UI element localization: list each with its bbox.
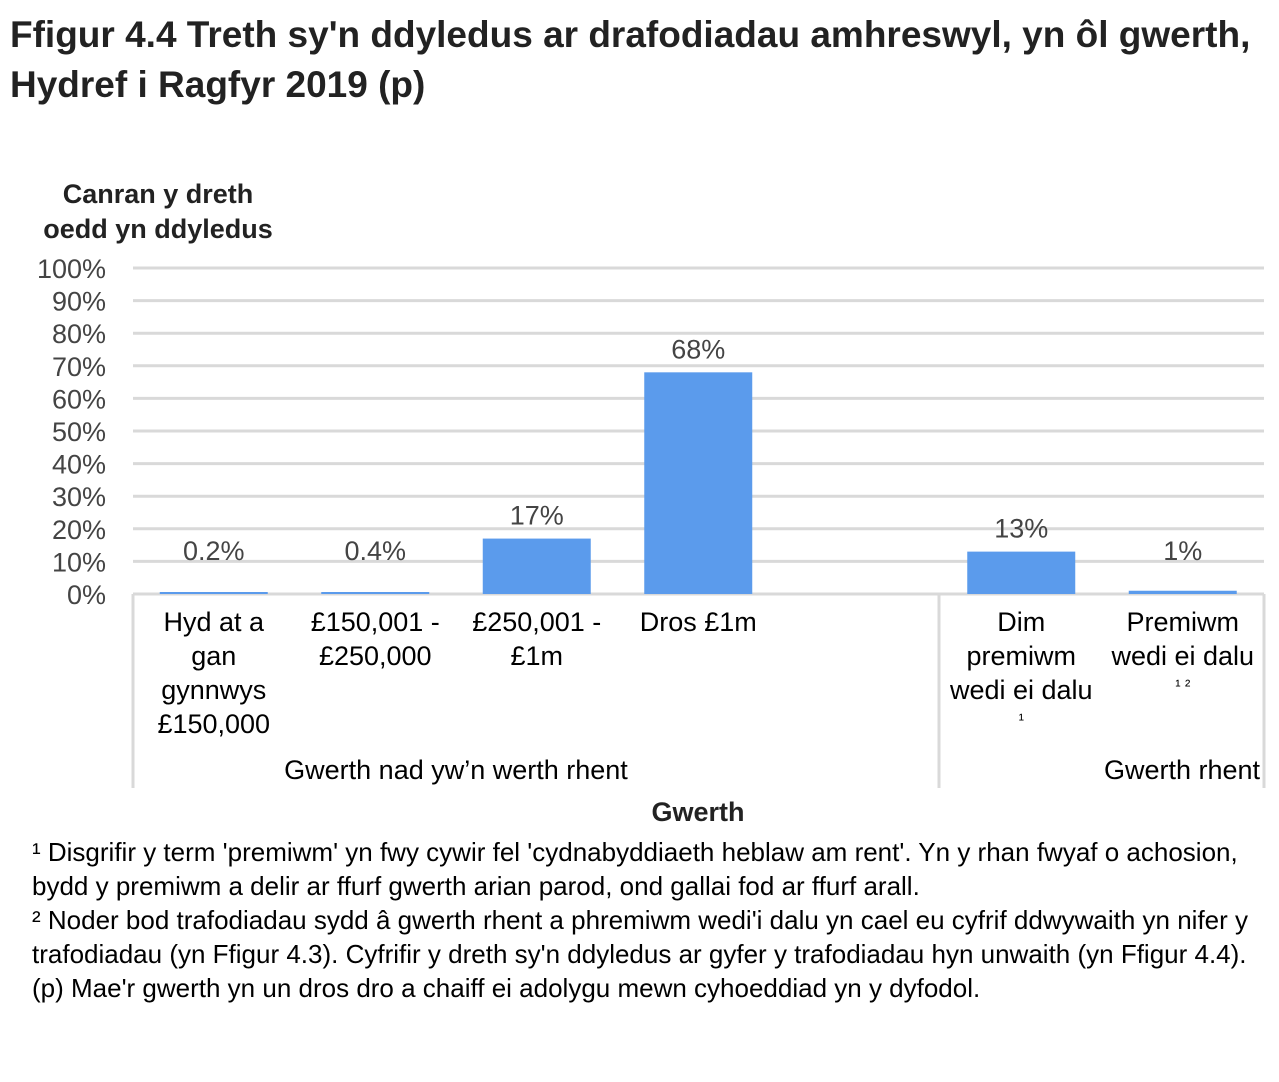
data-label: 0.4%: [344, 536, 406, 566]
y-tick-label: 10%: [52, 547, 106, 577]
x-tick-label: £150,000: [157, 709, 270, 739]
footnotes: ¹ Disgrifir y term 'premiwm' yn fwy cywi…: [32, 835, 1262, 1005]
x-tick-label: Hyd at a: [163, 607, 265, 637]
data-label: 17%: [510, 501, 564, 531]
x-tick-label: wedi ei dalu: [949, 675, 1093, 705]
x-tick-label: £250,000: [319, 641, 432, 671]
y-axis-title: Canran y dreth: [63, 179, 254, 209]
group-label: Gwerth rhent: [1104, 755, 1261, 785]
x-tick-label: £150,001 -: [311, 607, 440, 637]
y-tick-label: 30%: [52, 482, 106, 512]
data-label: 0.2%: [183, 536, 245, 566]
y-tick-label: 20%: [52, 515, 106, 545]
footnote-1: ¹ Disgrifir y term 'premiwm' yn fwy cywi…: [32, 837, 1238, 901]
chart-title: Ffigur 4.4 Treth sy'n ddyledus ar drafod…: [10, 14, 1251, 105]
bar: [967, 551, 1076, 594]
data-label: 1%: [1163, 536, 1202, 566]
x-tick-label: ¹: [1019, 712, 1024, 729]
x-tick-label: Premiwm: [1127, 607, 1240, 637]
x-tick-label: gynnwys: [161, 675, 266, 705]
y-tick-label: 100%: [37, 254, 106, 284]
x-tick-label: Dros £1m: [640, 607, 757, 637]
y-tick-label: 70%: [52, 352, 106, 382]
bar: [321, 592, 430, 594]
y-tick-label: 60%: [52, 384, 106, 414]
y-tick-label: 80%: [52, 319, 106, 349]
y-tick-label: 90%: [52, 287, 106, 317]
bar: [482, 538, 591, 594]
x-tick-label: Dim: [997, 607, 1045, 637]
y-axis-title: oedd yn ddyledus: [43, 214, 273, 244]
bar: [159, 592, 268, 594]
data-label: 68%: [671, 334, 725, 364]
footnote-2: ² Noder bod trafodiadau sydd â gwerth rh…: [32, 905, 1249, 969]
footnote-p: (p) Mae'r gwerth yn un dros dro a chaiff…: [32, 973, 981, 1003]
y-tick-label: 0%: [67, 580, 106, 610]
x-axis-title: Gwerth: [651, 797, 744, 827]
x-tick-label: premiwm: [966, 641, 1076, 671]
x-tick-label: £250,001 -: [472, 607, 601, 637]
bar-chart: Canran y dreth oedd yn ddyledus 0%10%20%30…: [37, 179, 1266, 827]
y-tick-label: 50%: [52, 417, 106, 447]
x-tick-label: gan: [191, 641, 236, 671]
group-label: Gwerth nad yw’n werth rhent: [284, 755, 628, 785]
data-label: 13%: [994, 514, 1048, 544]
x-tick-label: £1m: [510, 641, 563, 671]
x-tick-label: ¹ ²: [1175, 678, 1191, 695]
x-tick-label: wedi ei dalu: [1110, 641, 1254, 671]
bar: [644, 372, 753, 594]
y-tick-label: 40%: [52, 450, 106, 480]
bar: [1128, 590, 1237, 594]
